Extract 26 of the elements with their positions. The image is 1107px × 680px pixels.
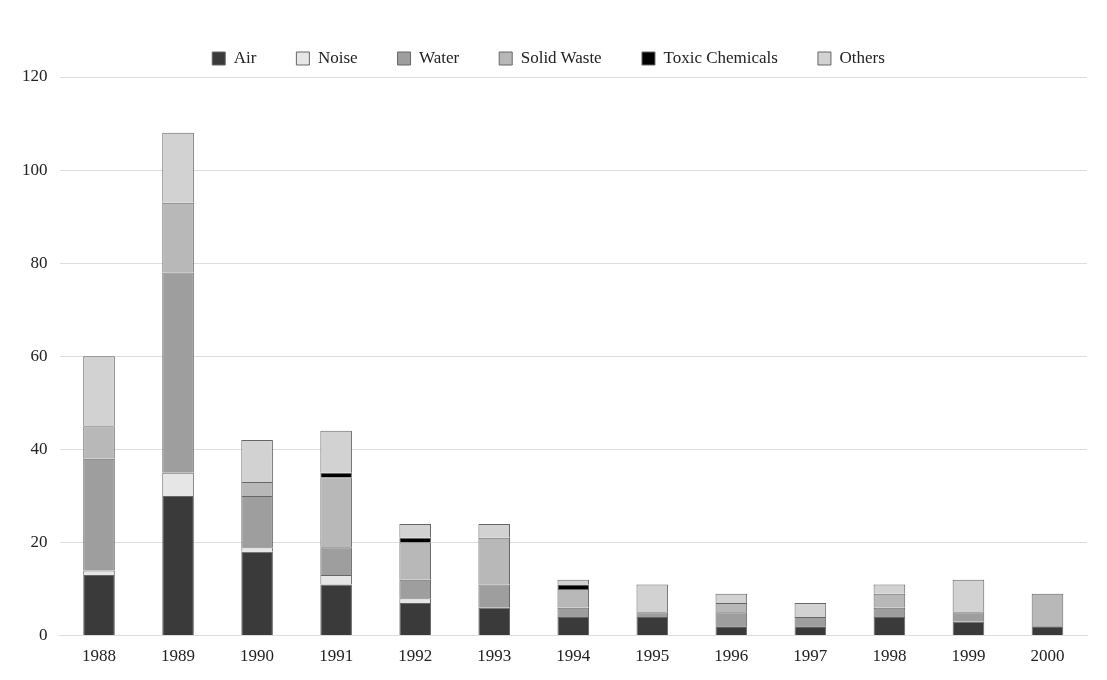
x-tick-label: 1992 — [398, 646, 433, 666]
x-tick-label: 1995 — [635, 646, 670, 666]
x-tick-label: 1993 — [477, 646, 512, 666]
y-tick-label: 100 — [22, 159, 48, 179]
x-tick-label: 1997 — [793, 646, 828, 666]
x-tick-label: 1989 — [161, 646, 196, 666]
x-tick-label: 1994 — [556, 646, 591, 666]
y-tick-label: 0 — [39, 625, 48, 645]
y-tick-label: 20 — [30, 531, 48, 551]
legend-label: Water — [419, 47, 460, 67]
y-tick-label: 120 — [22, 66, 48, 86]
x-tick-label: 1991 — [319, 646, 354, 666]
x-tick-label: 1996 — [714, 646, 749, 666]
x-tick-label: 2000 — [1030, 646, 1065, 666]
legend-label: Solid Waste — [520, 47, 602, 67]
legend-label: Others — [839, 47, 885, 67]
x-tick-label: 1990 — [240, 646, 275, 666]
y-tick-label: 40 — [30, 438, 48, 458]
legend-label: Toxic Chemicals — [663, 47, 778, 67]
x-tick-label: 1999 — [951, 646, 986, 666]
x-tick-label: 1998 — [872, 646, 907, 666]
y-tick-label: 60 — [30, 345, 48, 365]
legend-label: Noise — [317, 47, 358, 67]
x-tick-label: 1988 — [82, 646, 117, 666]
y-tick-label: 80 — [30, 252, 48, 272]
legend-label: Air — [233, 47, 257, 67]
